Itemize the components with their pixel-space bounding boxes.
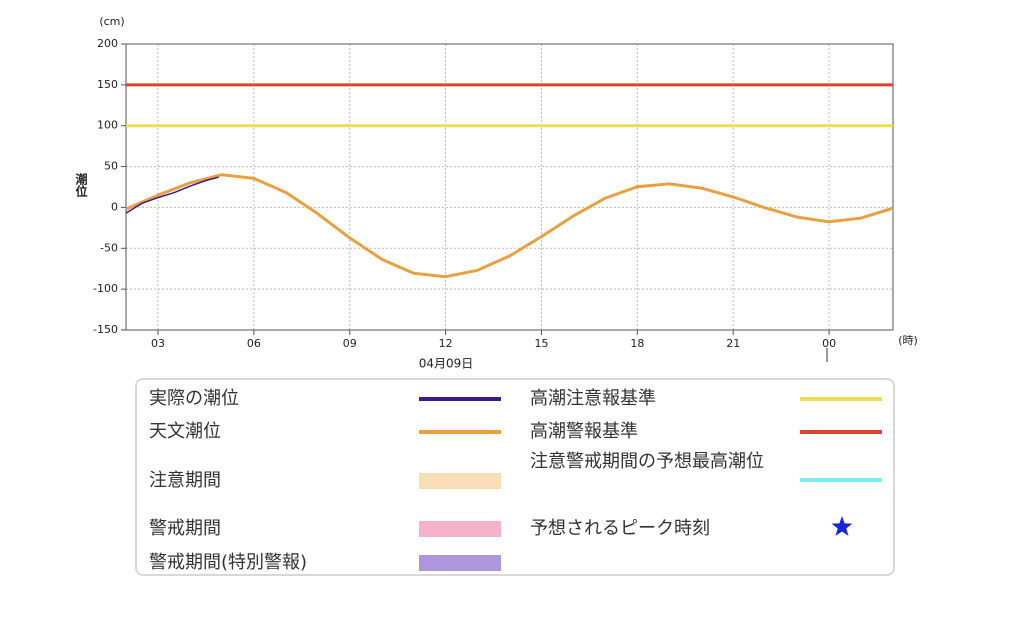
legend: 実際の潮位天文潮位注意期間警戒期間警戒期間(特別警報) 高潮注意報基準 高潮警報基準… bbox=[135, 378, 895, 576]
x-tick-label: 21 bbox=[726, 337, 740, 350]
legend-label: 高潮注意報基準 bbox=[530, 388, 656, 409]
x-tick-label: 06 bbox=[247, 337, 261, 350]
legend-label: 警戒期間 bbox=[149, 518, 221, 539]
y-tick-label: -150 bbox=[93, 323, 118, 336]
y-label: 潮位 bbox=[74, 173, 88, 197]
legend-swatch bbox=[419, 555, 501, 571]
legend-label: 注意期間 bbox=[149, 470, 221, 491]
x-tick-label: 03 bbox=[151, 337, 165, 350]
y-tick-label: 100 bbox=[97, 119, 118, 132]
x-tick-label: 09 bbox=[343, 337, 357, 350]
legend-swatch bbox=[419, 473, 501, 489]
y-tick-label: -50 bbox=[100, 241, 118, 254]
legend-star bbox=[830, 515, 854, 539]
x-tick-label: 12 bbox=[439, 337, 453, 350]
legend-label: 高潮警報基準 bbox=[530, 421, 638, 442]
y-tick-label: 0 bbox=[111, 200, 118, 213]
legend-swatch bbox=[800, 478, 882, 482]
y-unit: (cm) bbox=[99, 15, 124, 28]
series-line bbox=[125, 176, 219, 214]
star-icon bbox=[831, 516, 853, 536]
y-tick-label: -100 bbox=[93, 282, 118, 295]
legend-swatch bbox=[419, 430, 501, 434]
star bbox=[831, 516, 853, 536]
x-tick-label: 00 bbox=[822, 337, 836, 350]
legend-label: 警戒期間(特別警報) bbox=[149, 552, 308, 573]
x-unit: (時) bbox=[898, 334, 918, 347]
legend-label: 注意警戒期間の予想最高潮位 bbox=[530, 451, 764, 472]
y-tick-label: 200 bbox=[97, 37, 118, 50]
legend-swatch bbox=[800, 397, 882, 401]
x-tick-label: 18 bbox=[630, 337, 644, 350]
date-label: 04月09日 bbox=[419, 357, 474, 371]
y-tick-label: 150 bbox=[97, 78, 118, 91]
legend-swatch bbox=[419, 397, 501, 401]
x-tick-label: 15 bbox=[534, 337, 548, 350]
y-tick-label: 50 bbox=[104, 160, 118, 173]
legend-label: 天文潮位 bbox=[149, 421, 221, 442]
series-line bbox=[125, 173, 894, 279]
legend-swatch bbox=[800, 430, 882, 434]
legend-swatch bbox=[419, 521, 501, 537]
legend-label: 実際の潮位 bbox=[149, 388, 239, 409]
legend-label: 予想されるピーク時刻 bbox=[530, 518, 710, 539]
plot-frame bbox=[125, 43, 894, 331]
